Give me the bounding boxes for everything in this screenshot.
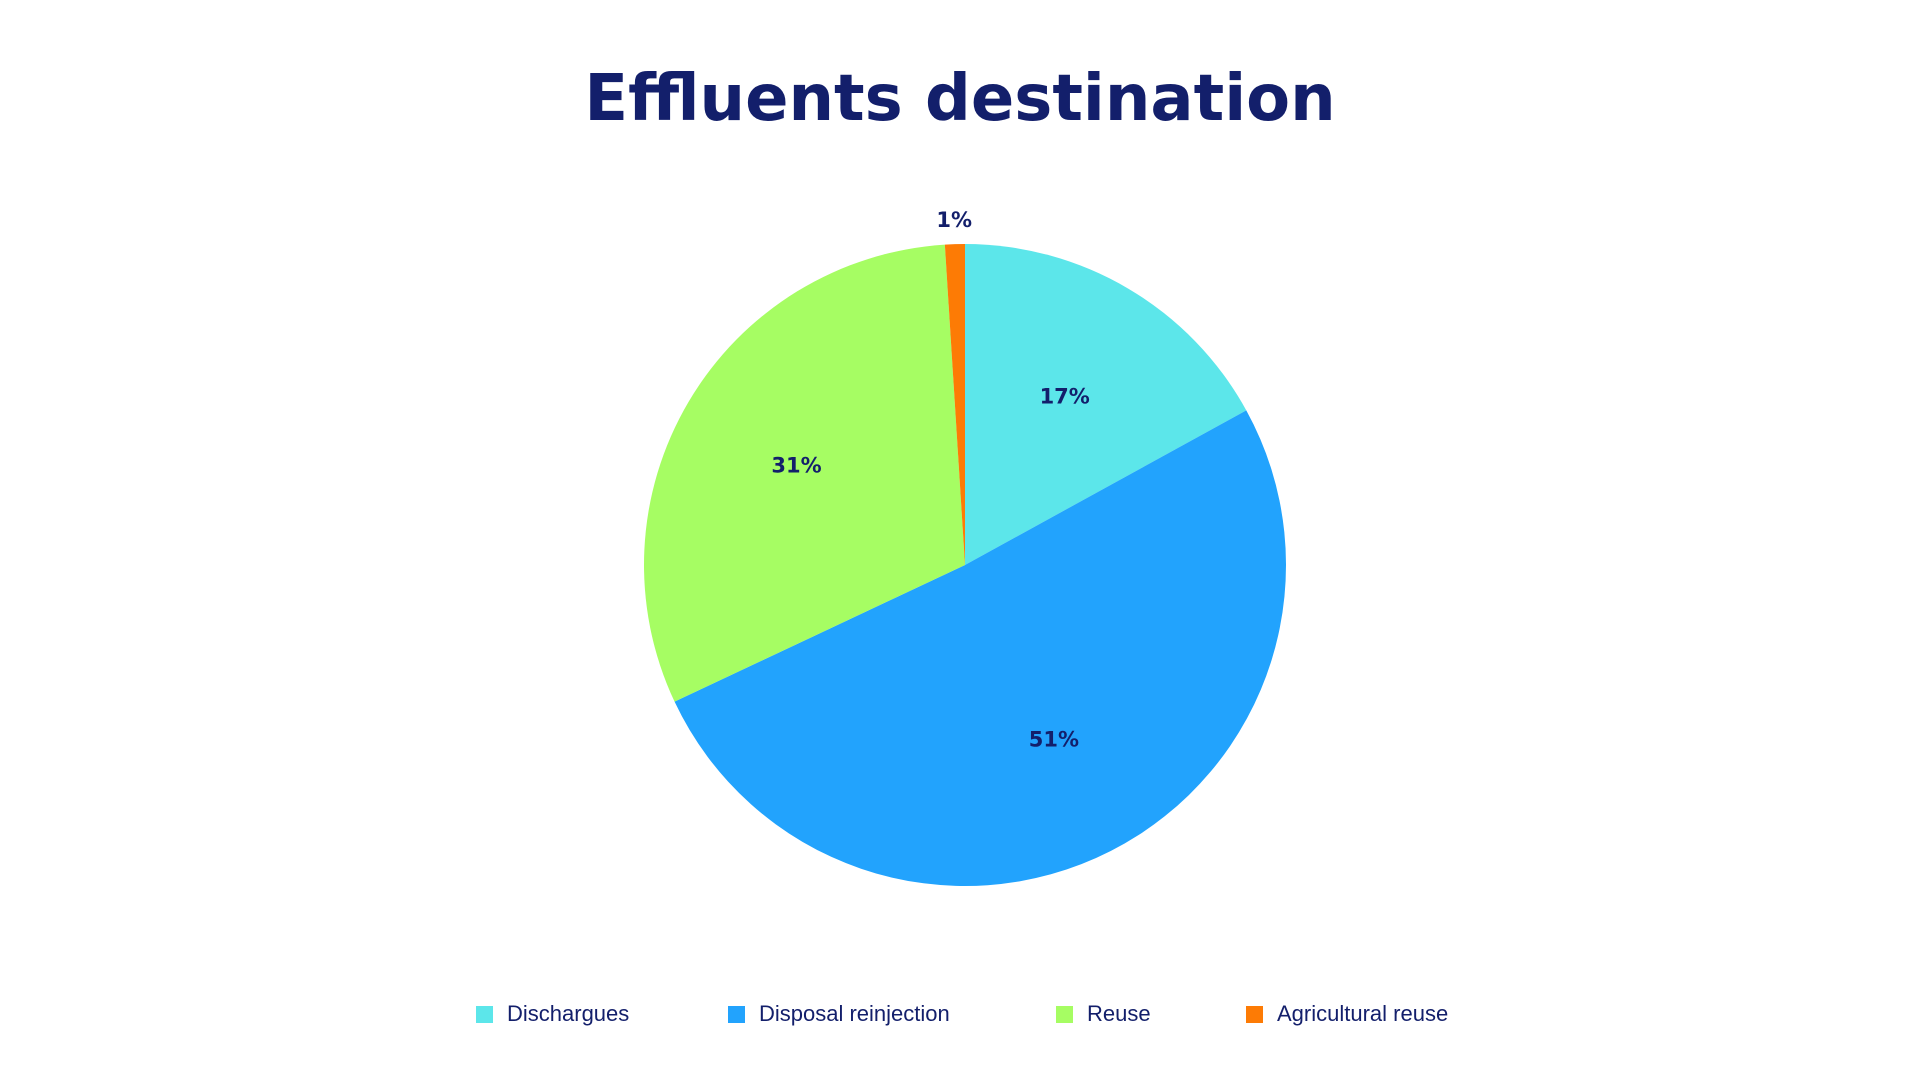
pie-label-disposal-reinjection: 51%	[1029, 728, 1079, 752]
pie-slice-agricultural-reuse	[944, 244, 965, 565]
legend-item-dischargues: Dischargues	[476, 998, 629, 1030]
legend-label-dischargues: Dischargues	[507, 1001, 630, 1026]
pie-slice-dischargues	[965, 244, 1247, 565]
legend-swatch-reuse	[1056, 1005, 1073, 1023]
legend-swatch-disposal-reinjection	[728, 1005, 745, 1023]
pie-slices	[644, 244, 1287, 887]
legend-item-agricultural-reuse: Agricultural reuse	[1246, 998, 1448, 1030]
legend-label-disposal-reinjection: Disposal reinjection	[759, 1001, 950, 1026]
legend-item-disposal-reinjection: Disposal reinjection	[728, 998, 950, 1030]
pie-label-reuse: 31%	[771, 453, 821, 477]
pie-label-dischargues: 17%	[1040, 385, 1090, 409]
legend-swatch-dischargues	[476, 1005, 493, 1023]
pie-labels: 17% 51% 31% 1%	[771, 208, 1089, 751]
chart-title: Effluents destination	[584, 62, 1336, 136]
pie-slice-reuse	[644, 244, 965, 702]
legend: Dischargues Disposal reinjection Reuse A…	[0, 998, 1920, 1030]
legend-item-reuse: Reuse	[1056, 998, 1151, 1030]
legend-swatch-agricultural-reuse	[1246, 1005, 1263, 1023]
pie-slice-disposal-reinjection	[674, 410, 1287, 887]
pie-label-agricultural-reuse: 1%	[936, 208, 972, 232]
legend-label-reuse: Reuse	[1087, 1001, 1151, 1026]
legend-label-agricultural-reuse: Agricultural reuse	[1277, 1001, 1449, 1026]
